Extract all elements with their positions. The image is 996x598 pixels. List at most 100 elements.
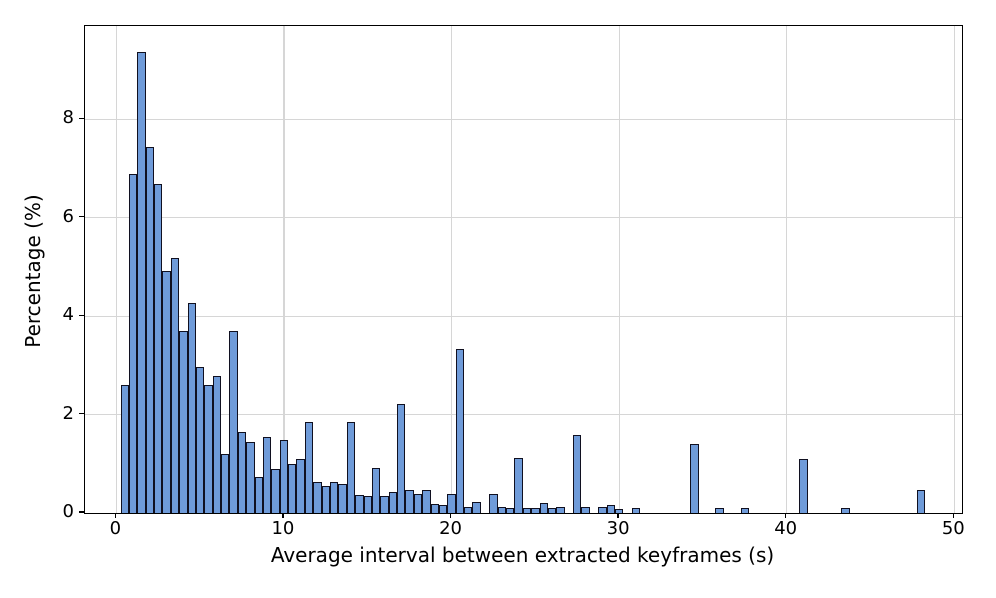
y-tick-label: 6 — [62, 205, 74, 227]
x-tick-label: 20 — [439, 518, 462, 539]
gridline-x-0 — [115, 26, 117, 513]
histogram-bar — [472, 502, 481, 513]
histogram-bar — [212, 376, 222, 513]
histogram-bar — [355, 495, 364, 513]
x-tick-mark — [617, 513, 619, 519]
y-tick-label: 4 — [62, 304, 74, 326]
histogram-bar — [137, 52, 146, 513]
histogram-bar — [313, 482, 322, 513]
histogram-bar — [330, 482, 339, 513]
histogram-bar — [195, 367, 205, 513]
histogram-bar — [229, 330, 238, 513]
gridline-x-10 — [283, 26, 285, 513]
histogram-bar — [799, 458, 808, 513]
histogram-bar — [371, 467, 381, 513]
y-tick-mark — [79, 511, 84, 513]
x-tick-mark — [952, 513, 954, 519]
x-tick-mark — [785, 513, 787, 519]
histogram-bar — [170, 258, 180, 513]
gridline-x-50 — [953, 26, 955, 513]
y-tick-label: 0 — [62, 501, 74, 523]
histogram-bar — [413, 494, 423, 513]
histogram-bar — [690, 444, 699, 513]
histogram-bar — [237, 431, 247, 513]
histogram-bar — [531, 508, 540, 513]
histogram-bar — [522, 508, 532, 513]
histogram-bar — [271, 468, 280, 513]
histogram-bar — [497, 507, 506, 513]
gridline-x-30 — [618, 26, 620, 513]
x-tick-label: 10 — [271, 518, 295, 539]
gridline-y-2 — [85, 414, 962, 416]
histogram-bar — [187, 302, 196, 513]
histogram-bar — [740, 508, 749, 513]
histogram-bar — [380, 495, 389, 513]
histogram-bar — [606, 504, 615, 513]
gridline-y-4 — [85, 315, 962, 317]
histogram-bar — [128, 174, 138, 513]
histogram-bar — [204, 385, 213, 513]
x-tick-label: 40 — [774, 518, 798, 539]
histogram-bar — [262, 436, 272, 513]
histogram-bar — [304, 422, 314, 513]
histogram-bar — [279, 440, 289, 513]
y-tick-label: 2 — [62, 402, 74, 424]
y-axis-label: Percentage (%) — [21, 194, 45, 348]
histogram-bar — [715, 508, 724, 513]
histogram-bar — [447, 493, 456, 513]
histogram-bar — [489, 494, 498, 513]
plot-area — [84, 25, 963, 514]
x-tick-label: 50 — [941, 518, 965, 539]
histogram-bar — [598, 507, 607, 513]
histogram-bar — [614, 509, 624, 513]
gridline-x-40 — [786, 26, 788, 513]
y-tick-label: 8 — [62, 107, 74, 129]
x-tick-mark — [282, 513, 284, 519]
histogram-bar — [573, 435, 582, 513]
histogram-bar — [321, 485, 330, 513]
histogram-bar — [145, 147, 155, 513]
gridline-y-8 — [85, 118, 962, 121]
histogram-bar — [179, 330, 188, 513]
histogram-bar — [556, 507, 565, 513]
histogram-bar — [841, 508, 850, 513]
y-tick-mark — [79, 314, 84, 316]
x-tick-mark — [449, 513, 452, 519]
histogram-bar — [363, 495, 372, 513]
histogram-bar — [120, 385, 129, 513]
histogram-bar — [154, 183, 163, 513]
histogram-bar — [514, 457, 523, 513]
histogram-bar — [547, 508, 557, 513]
histogram-bar — [288, 463, 297, 513]
y-tick-mark — [79, 117, 84, 120]
histogram-bar — [162, 271, 171, 513]
y-tick-mark — [79, 412, 84, 415]
histogram-bar — [338, 483, 347, 513]
histogram-bar — [346, 422, 356, 513]
histogram-bar — [221, 453, 230, 513]
histogram-bar — [464, 507, 473, 513]
histogram-bar — [296, 458, 305, 513]
histogram-bar — [388, 492, 398, 513]
histogram-bar — [397, 403, 406, 513]
histogram-bar — [581, 507, 590, 513]
histogram-bar — [539, 503, 548, 513]
histogram-bar — [438, 504, 448, 513]
x-tick-label: 0 — [109, 518, 122, 539]
y-tick-mark — [79, 216, 84, 218]
x-tick-mark — [114, 513, 116, 519]
x-tick-label: 30 — [606, 518, 630, 539]
gridline-x-20 — [450, 26, 453, 513]
histogram-bar — [254, 477, 263, 513]
histogram-bar — [246, 441, 255, 513]
histogram-bar — [455, 348, 465, 513]
x-axis-label: Average interval between extracted keyfr… — [270, 543, 775, 567]
histogram-bar — [631, 508, 641, 513]
histogram-bar — [430, 503, 439, 513]
histogram-bar — [405, 490, 414, 513]
histogram-bar — [422, 490, 431, 513]
histogram-bar — [916, 490, 925, 513]
histogram-bar — [505, 508, 515, 513]
gridline-y-6 — [85, 217, 962, 219]
